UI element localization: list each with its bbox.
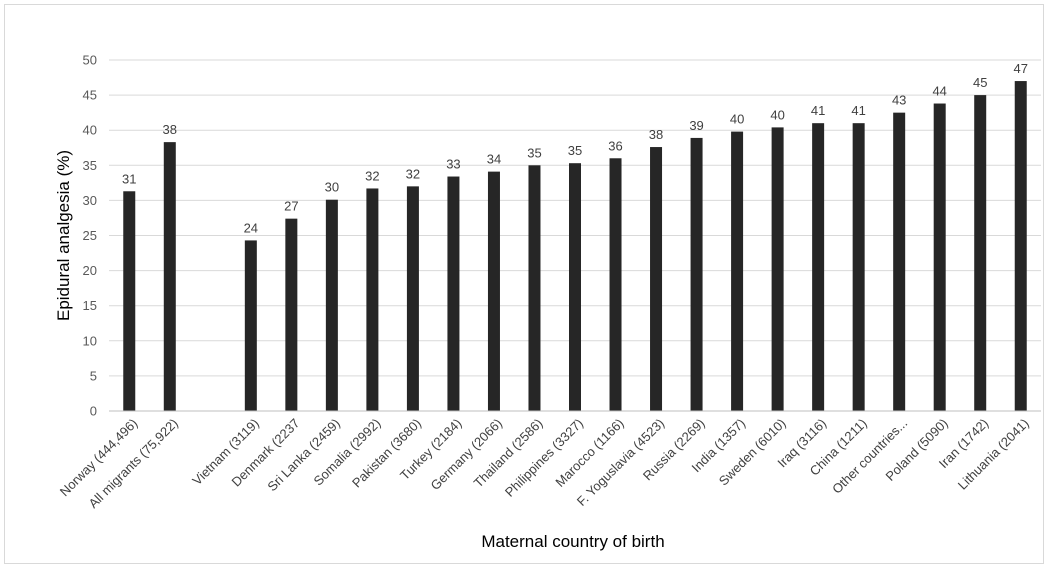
data-label: 36 — [608, 138, 622, 153]
data-label: 45 — [973, 75, 987, 90]
data-label: 24 — [244, 220, 258, 235]
data-label: 38 — [649, 127, 663, 142]
bar — [366, 188, 379, 411]
bar — [447, 176, 460, 411]
y-tick-label: 20 — [83, 263, 97, 278]
y-tick-label: 0 — [90, 404, 97, 419]
y-tick-label: 40 — [83, 123, 97, 138]
x-tick-label: Lithuania (2041) — [955, 416, 1032, 493]
y-tick-label: 10 — [83, 333, 97, 348]
data-label: 35 — [568, 143, 582, 158]
bar — [933, 103, 946, 412]
bar — [244, 240, 257, 411]
data-label: 47 — [1014, 61, 1028, 76]
data-label: 31 — [122, 171, 136, 186]
data-label: 30 — [325, 180, 339, 195]
data-label: 41 — [811, 103, 825, 118]
x-tick-label: Other countries... — [829, 416, 910, 497]
bar — [609, 158, 622, 411]
bar — [731, 131, 744, 411]
bar — [325, 199, 338, 411]
bar — [1014, 81, 1027, 411]
data-label: 32 — [406, 166, 420, 181]
y-tick-label: 30 — [83, 193, 97, 208]
data-label: 27 — [284, 199, 298, 214]
x-axis-title: Maternal country of birth — [481, 532, 664, 551]
bar — [771, 127, 784, 411]
bar — [285, 218, 298, 411]
bar — [852, 123, 865, 412]
bar — [893, 112, 906, 412]
y-axis-ticks: 0 5 10 15 20 25 30 35 40 45 50 — [83, 53, 97, 419]
bar — [528, 165, 541, 411]
data-label: 40 — [730, 112, 744, 127]
data-label: 41 — [851, 103, 865, 118]
data-labels: 31 38 24 27 30 32 32 33 34 35 35 36 38 39 40 40 41 41 43 44… — [122, 61, 1028, 235]
bar — [812, 123, 825, 412]
bar — [487, 171, 500, 411]
data-label: 32 — [365, 168, 379, 183]
x-tick-label: Sri Lanka (2459) — [264, 416, 343, 495]
y-tick-label: 15 — [83, 298, 97, 313]
y-tick-label: 5 — [90, 368, 97, 383]
data-label: 35 — [527, 145, 541, 160]
y-tick-label: 50 — [83, 53, 97, 68]
bar — [974, 95, 987, 411]
bar — [406, 186, 419, 411]
data-label: 40 — [770, 107, 784, 122]
data-label: 38 — [163, 122, 177, 137]
y-tick-label: 35 — [83, 158, 97, 173]
bars — [123, 81, 1027, 412]
bar — [163, 142, 176, 411]
bar — [123, 191, 136, 411]
data-label: 34 — [487, 152, 501, 167]
y-axis-title: Epidural analgesia (%) — [54, 150, 73, 321]
y-tick-label: 45 — [83, 88, 97, 103]
y-tick-label: 25 — [83, 228, 97, 243]
bar — [569, 163, 581, 411]
bar — [650, 147, 663, 411]
chart-frame: 0 5 10 15 20 25 30 35 40 45 50 31 38 24 27 30 32 32 33 34 3… — [4, 4, 1044, 564]
x-axis-ticks: Norway (444,496)All migrants (75,922) Vie… — [57, 416, 1032, 511]
data-label: 39 — [689, 118, 703, 133]
bar — [690, 137, 703, 411]
data-label: 43 — [892, 93, 906, 108]
x-tick-label: Germany (2066) — [428, 416, 506, 494]
data-label: 44 — [932, 84, 946, 99]
data-label: 33 — [446, 157, 460, 172]
